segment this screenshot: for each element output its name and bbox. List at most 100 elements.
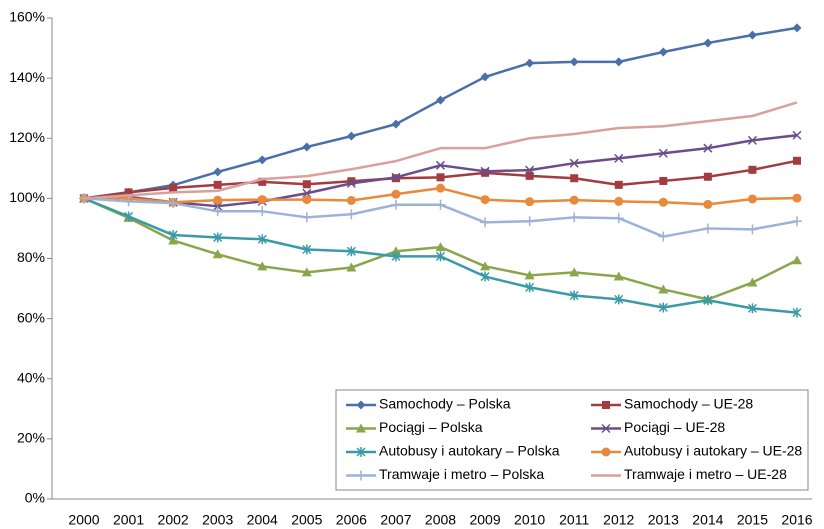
marker [169, 183, 178, 192]
marker [302, 188, 312, 198]
marker [257, 234, 267, 245]
marker [347, 177, 356, 186]
marker [390, 199, 401, 210]
marker [792, 193, 802, 203]
marker [570, 174, 579, 183]
marker [212, 249, 223, 259]
legend: Samochody – Polska Samochody – UE-28 Pocią… [335, 389, 809, 491]
marker [213, 195, 223, 205]
marker [302, 244, 312, 255]
y-tick-label: 20% [17, 430, 45, 446]
x-tick-label: 2003 [202, 512, 233, 528]
marker [702, 223, 713, 234]
marker [613, 271, 624, 281]
marker [747, 277, 758, 287]
marker [525, 282, 535, 293]
marker [346, 209, 357, 220]
marker [258, 177, 267, 186]
marker [346, 246, 356, 257]
marker [524, 270, 535, 280]
marker [569, 290, 579, 301]
y-tick-label: 80% [17, 249, 45, 265]
legend-label: Autobusy i autokary – UE-28 [624, 443, 802, 459]
marker [747, 135, 757, 145]
marker [614, 294, 624, 305]
y-tick-label: 40% [17, 369, 45, 385]
marker [391, 251, 401, 262]
marker [614, 196, 624, 206]
marker [168, 230, 178, 241]
marker [747, 30, 757, 40]
marker [481, 168, 490, 177]
marker [436, 173, 445, 182]
marker [792, 130, 802, 140]
marker [703, 295, 713, 306]
marker [569, 158, 579, 168]
marker [658, 197, 668, 207]
marker [212, 206, 223, 217]
marker [356, 400, 366, 410]
y-tick-label: 140% [9, 69, 45, 85]
marker [356, 447, 366, 457]
marker [793, 156, 801, 165]
y-tick-label: 120% [9, 129, 45, 145]
x-tick-label: 2010 [514, 512, 545, 528]
marker [435, 242, 446, 252]
x-tick-label: 2014 [692, 512, 723, 528]
marker [301, 212, 312, 223]
legend-label: Samochody – Polska [379, 396, 511, 412]
marker [602, 401, 610, 409]
legend-label: Samochody – UE-28 [624, 396, 753, 412]
legend-label: Pociągi – Polska [379, 419, 483, 435]
marker [747, 224, 758, 235]
marker [213, 180, 222, 189]
marker [569, 212, 580, 223]
marker [480, 72, 490, 82]
marker [480, 195, 490, 205]
marker [613, 213, 624, 224]
x-tick-label: 2006 [336, 512, 367, 528]
marker [480, 166, 490, 176]
series-line [83, 26, 798, 200]
marker [601, 423, 611, 434]
marker [792, 216, 802, 227]
marker [302, 142, 312, 152]
marker [257, 195, 267, 205]
legend-label: Tramwaje i metro – UE-28 [624, 466, 787, 482]
marker [391, 189, 401, 199]
x-tick-label: 2007 [380, 512, 411, 528]
marker [346, 131, 356, 141]
marker [168, 198, 179, 209]
marker [614, 153, 624, 163]
marker [257, 261, 268, 271]
marker [525, 58, 535, 68]
marker [302, 180, 311, 189]
marker [658, 231, 669, 242]
legend-label: Tramwaje i metro – Polska [379, 466, 544, 482]
marker [569, 195, 579, 205]
marker [703, 172, 712, 181]
marker [614, 180, 623, 189]
y-tick-label: 0% [25, 490, 45, 506]
x-tick-label: 2004 [247, 512, 278, 528]
marker [301, 267, 312, 277]
marker [569, 267, 580, 277]
marker [213, 167, 223, 177]
x-tick-label: 2008 [425, 512, 456, 528]
marker [658, 148, 668, 158]
x-tick-label: 2000 [68, 512, 99, 528]
x-tick-label: 2009 [469, 512, 500, 528]
marker [659, 176, 668, 185]
marker [124, 211, 134, 222]
x-tick-label: 2011 [559, 512, 589, 528]
marker [123, 196, 134, 207]
marker [435, 160, 446, 170]
marker [257, 155, 267, 165]
marker [480, 261, 491, 271]
x-tick-label: 2002 [158, 512, 189, 528]
marker [302, 195, 312, 205]
marker [435, 199, 446, 210]
marker [703, 143, 713, 153]
marker [436, 183, 445, 193]
